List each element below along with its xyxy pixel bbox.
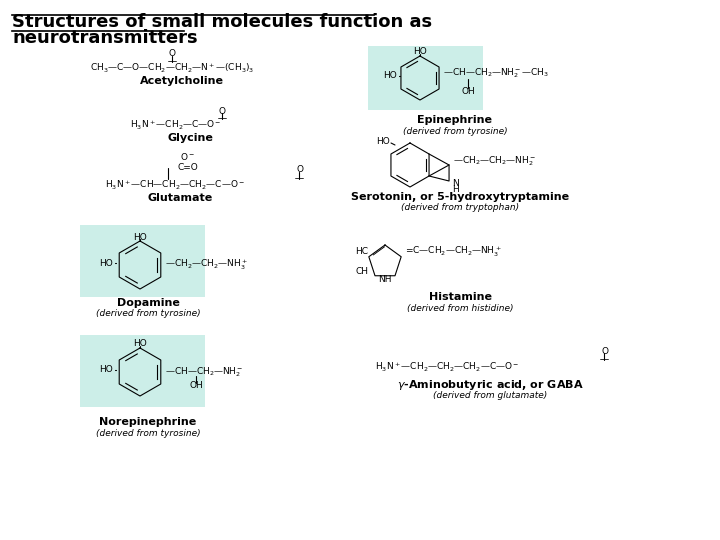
Text: —CH—CH$_2$—NH$_2^-$—CH$_3$: —CH—CH$_2$—NH$_2^-$—CH$_3$ bbox=[443, 66, 549, 80]
Text: O: O bbox=[168, 50, 176, 58]
Text: Serotonin, or 5-hydroxytryptamine: Serotonin, or 5-hydroxytryptamine bbox=[351, 192, 569, 202]
Text: H$_3$N$^+$—CH$_2$—CH$_2$—CH$_2$—C—O$^-$: H$_3$N$^+$—CH$_2$—CH$_2$—CH$_2$—C—O$^-$ bbox=[375, 360, 519, 374]
Text: HO: HO bbox=[377, 137, 390, 145]
Text: Dopamine: Dopamine bbox=[117, 298, 179, 308]
Text: HO: HO bbox=[99, 366, 113, 375]
Text: (derived from glutamate): (derived from glutamate) bbox=[433, 392, 547, 401]
Text: O: O bbox=[218, 106, 225, 116]
Text: Epinephrine: Epinephrine bbox=[418, 115, 492, 125]
Text: C=O: C=O bbox=[178, 163, 199, 172]
Text: OH: OH bbox=[189, 381, 203, 390]
Text: (derived from tyrosine): (derived from tyrosine) bbox=[96, 429, 200, 437]
Bar bbox=[368, 46, 483, 110]
Text: Structures of small molecules function as: Structures of small molecules function a… bbox=[12, 13, 432, 31]
Bar bbox=[80, 225, 205, 297]
Text: —CH$_2$—CH$_2$—NH$_2^-$: —CH$_2$—CH$_2$—NH$_2^-$ bbox=[453, 154, 536, 168]
Text: CH$_3$—C—O—CH$_2$—CH$_2$—N$^+$—(CH$_3$)$_3$: CH$_3$—C—O—CH$_2$—CH$_2$—N$^+$—(CH$_3$)$… bbox=[90, 62, 254, 75]
Text: Glycine: Glycine bbox=[167, 133, 213, 143]
Text: (derived from tyrosine): (derived from tyrosine) bbox=[402, 126, 508, 136]
Text: —CH—CH$_2$—NH$_2^-$: —CH—CH$_2$—NH$_2^-$ bbox=[165, 365, 243, 379]
Text: $\gamma$-Aminobutyric acid, or GABA: $\gamma$-Aminobutyric acid, or GABA bbox=[397, 378, 583, 392]
Text: CH: CH bbox=[355, 267, 368, 276]
Text: Glutamate: Glutamate bbox=[148, 193, 212, 203]
Text: OH: OH bbox=[461, 87, 475, 97]
Text: O: O bbox=[601, 347, 608, 355]
Text: Histamine: Histamine bbox=[428, 292, 492, 302]
Text: =C—CH$_2$—CH$_2$—NH$_3^+$: =C—CH$_2$—CH$_2$—NH$_3^+$ bbox=[405, 245, 502, 259]
Text: HO: HO bbox=[383, 71, 397, 80]
Text: —CH$_2$—CH$_2$—NH$_3^+$: —CH$_2$—CH$_2$—NH$_3^+$ bbox=[165, 258, 248, 272]
Text: Norepinephrine: Norepinephrine bbox=[99, 417, 197, 427]
Text: O: O bbox=[297, 165, 304, 174]
Text: H$_3$N$^+$—CH$_2$—C—O$^-$: H$_3$N$^+$—CH$_2$—C—O$^-$ bbox=[130, 118, 222, 132]
Text: (derived from tryptophan): (derived from tryptophan) bbox=[401, 204, 519, 213]
Text: (derived from histidine): (derived from histidine) bbox=[407, 303, 513, 313]
Text: (derived from tyrosine): (derived from tyrosine) bbox=[96, 309, 200, 319]
Text: O$^-$: O$^-$ bbox=[181, 152, 196, 163]
Text: Acetylcholine: Acetylcholine bbox=[140, 76, 224, 86]
Text: HO: HO bbox=[133, 340, 147, 348]
Text: H$_3$N$^+$—CH—CH$_2$—CH$_2$—C—O$^-$: H$_3$N$^+$—CH—CH$_2$—CH$_2$—C—O$^-$ bbox=[105, 178, 245, 192]
Text: HO: HO bbox=[413, 48, 427, 57]
Text: H: H bbox=[452, 186, 459, 194]
Text: HC: HC bbox=[355, 247, 368, 256]
Text: HO: HO bbox=[133, 233, 147, 241]
Text: N: N bbox=[452, 179, 459, 187]
Text: neurotransmitters: neurotransmitters bbox=[12, 29, 197, 47]
Text: HO: HO bbox=[99, 259, 113, 267]
Bar bbox=[80, 335, 205, 407]
Text: NH: NH bbox=[378, 275, 392, 285]
